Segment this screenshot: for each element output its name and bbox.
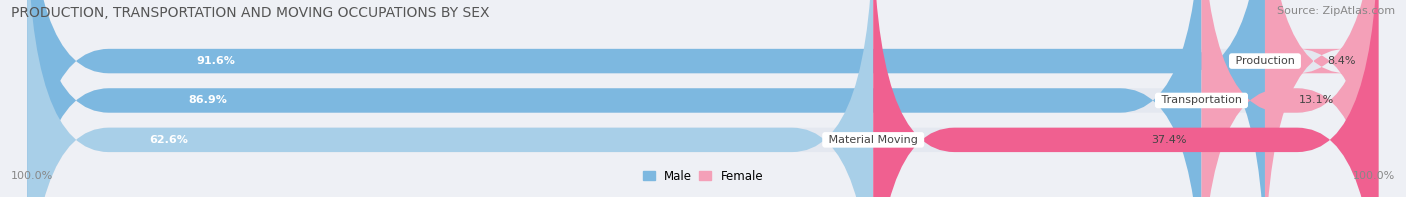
Text: 100.0%: 100.0% <box>1353 171 1395 181</box>
Text: 8.4%: 8.4% <box>1327 56 1355 66</box>
FancyBboxPatch shape <box>28 0 1202 197</box>
FancyBboxPatch shape <box>873 0 1378 197</box>
Text: 13.1%: 13.1% <box>1299 96 1334 105</box>
FancyBboxPatch shape <box>28 0 1265 197</box>
FancyBboxPatch shape <box>1202 0 1378 197</box>
Text: 100.0%: 100.0% <box>11 171 53 181</box>
Text: 91.6%: 91.6% <box>197 56 235 66</box>
FancyBboxPatch shape <box>28 0 1378 197</box>
Text: 37.4%: 37.4% <box>1152 135 1187 145</box>
Text: PRODUCTION, TRANSPORTATION AND MOVING OCCUPATIONS BY SEX: PRODUCTION, TRANSPORTATION AND MOVING OC… <box>11 6 489 20</box>
Text: Material Moving: Material Moving <box>825 135 921 145</box>
FancyBboxPatch shape <box>28 0 873 197</box>
FancyBboxPatch shape <box>28 0 1378 197</box>
Text: Production: Production <box>1232 56 1298 66</box>
FancyBboxPatch shape <box>1265 0 1378 197</box>
Text: Transportation: Transportation <box>1157 96 1246 105</box>
Text: 62.6%: 62.6% <box>149 135 188 145</box>
FancyBboxPatch shape <box>28 0 1378 197</box>
Text: Source: ZipAtlas.com: Source: ZipAtlas.com <box>1277 6 1395 16</box>
Legend: Male, Female: Male, Female <box>643 169 763 182</box>
Text: 86.9%: 86.9% <box>188 96 228 105</box>
